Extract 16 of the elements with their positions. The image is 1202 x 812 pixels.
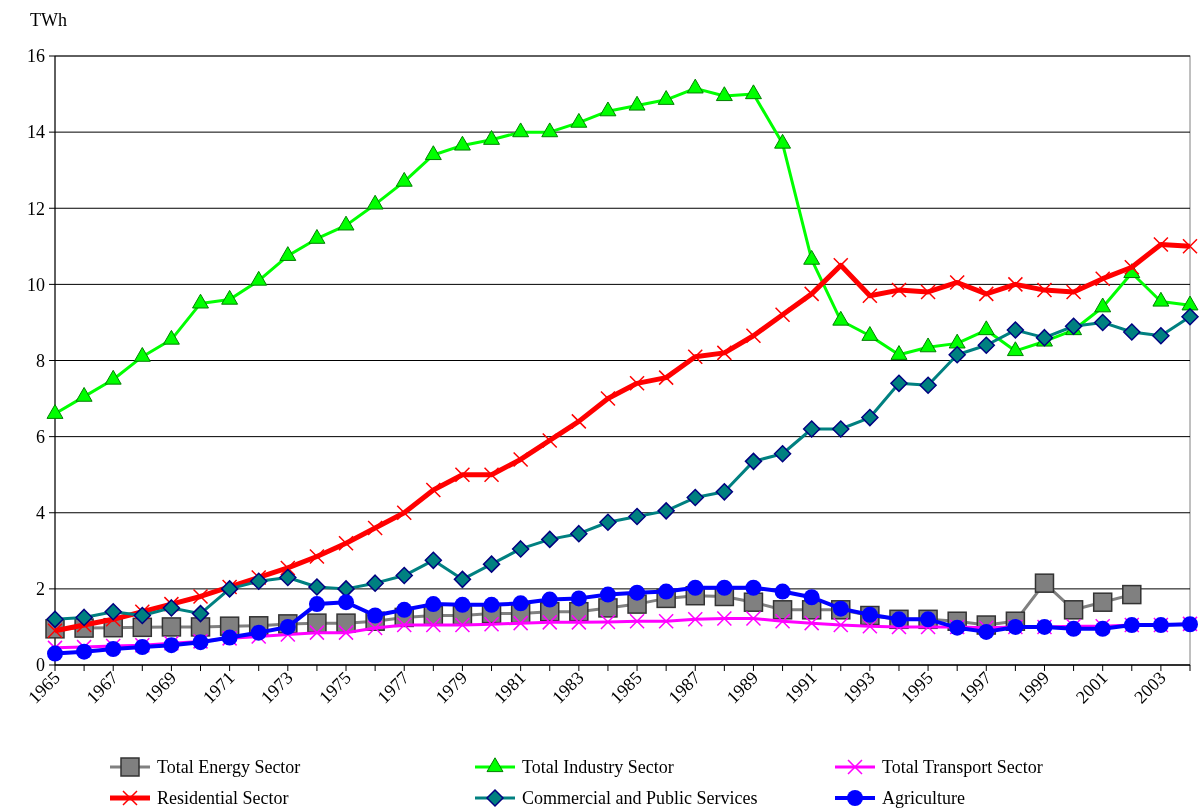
y-tick-label: 12: [27, 198, 45, 219]
y-tick-label: 0: [36, 655, 45, 676]
y-axis-title: TWh: [30, 10, 67, 30]
y-tick-label: 8: [36, 350, 45, 371]
y-tick-label: 6: [36, 426, 45, 447]
legend-label: Commercial and Public Services: [522, 788, 758, 809]
y-tick-label: 14: [27, 122, 45, 143]
legend-label: Total Industry Sector: [522, 757, 674, 778]
legend-label: Total Energy Sector: [157, 757, 301, 778]
y-tick-label: 10: [27, 274, 45, 295]
y-tick-label: 16: [27, 46, 45, 67]
legend-label: Agriculture: [882, 788, 965, 809]
legend-label: Residential Sector: [157, 788, 289, 809]
y-tick-label: 2: [36, 579, 45, 600]
legend-label: Total Transport Sector: [882, 757, 1043, 778]
y-tick-label: 4: [36, 503, 45, 524]
